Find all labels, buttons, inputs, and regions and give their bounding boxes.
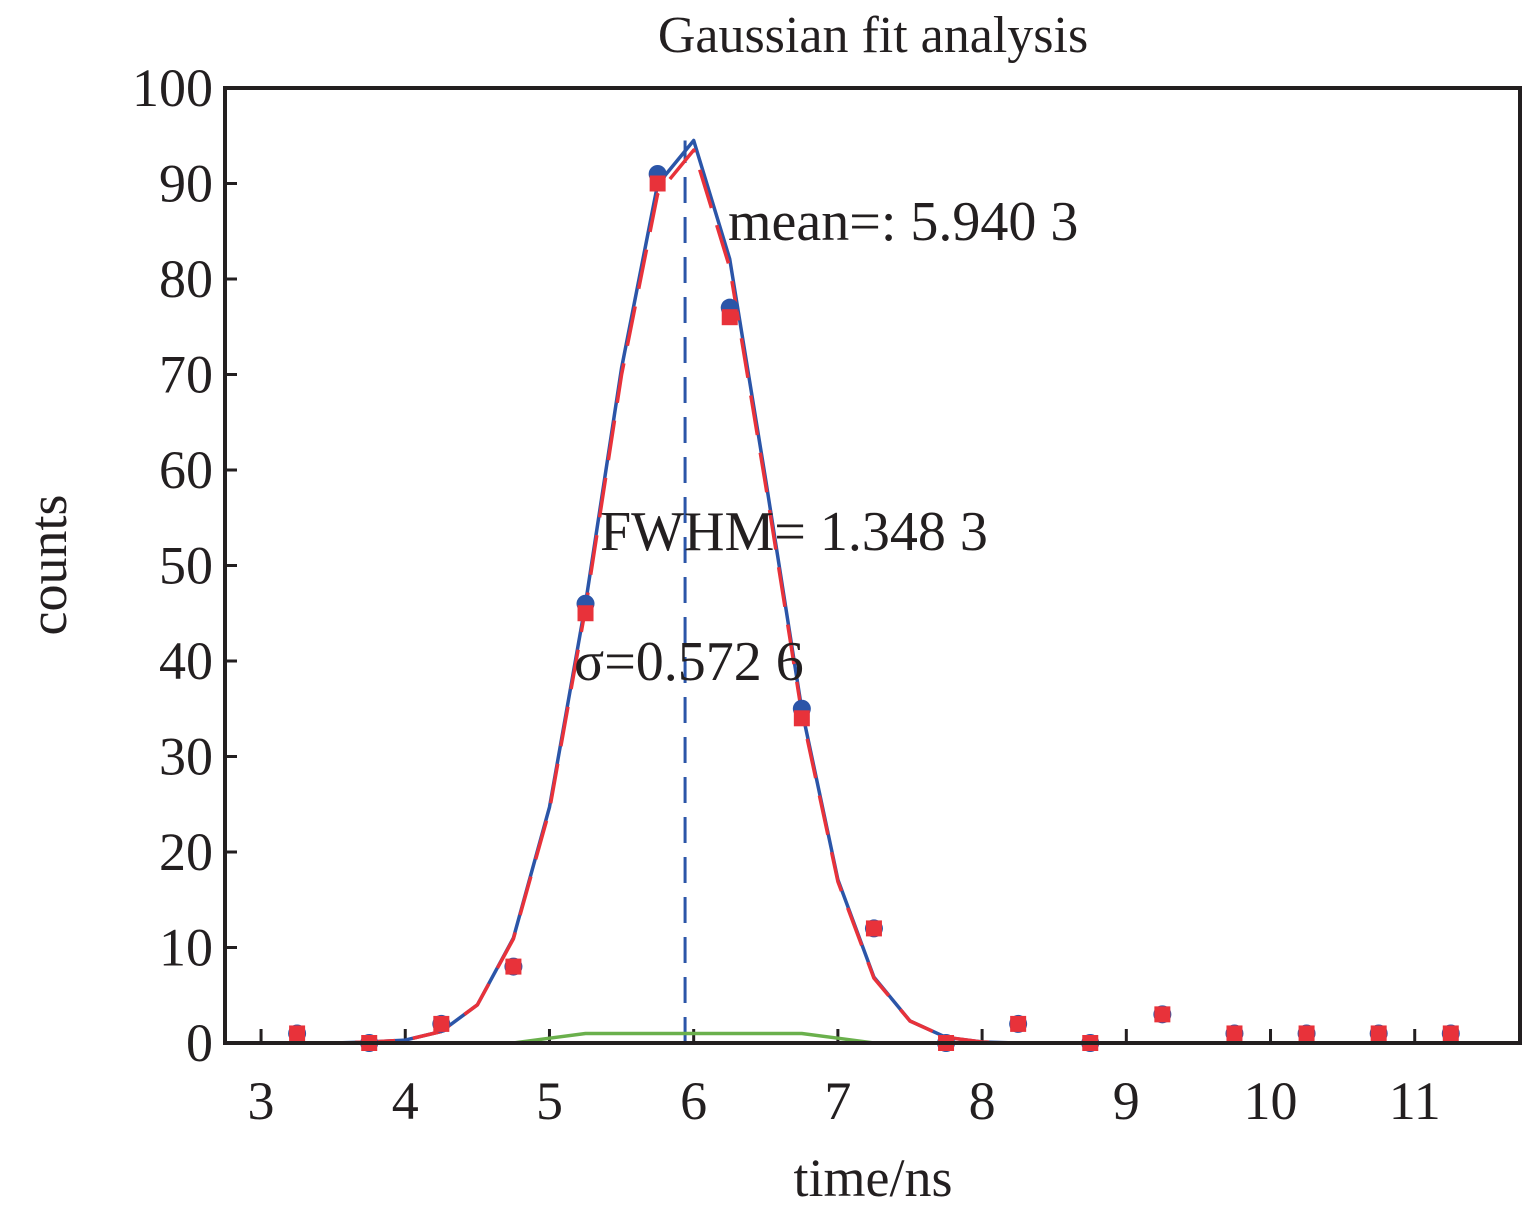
data-point [505, 958, 522, 975]
y-tick-label: 10 [159, 918, 213, 978]
annotation: mean=: 5.940 3 [728, 191, 1078, 253]
y-tick-label: 20 [159, 822, 213, 882]
y-tick-label: 70 [159, 345, 213, 405]
data-point [793, 710, 810, 727]
x-axis-label: time/ns [794, 1148, 953, 1208]
fit-curve [297, 148, 1451, 1045]
y-tick-label: 80 [159, 249, 213, 309]
y-tick-label: 0 [186, 1013, 213, 1073]
data-point [649, 175, 666, 192]
plot-frame [223, 86, 1522, 1045]
annotation: FWHM= 1.348 3 [600, 501, 988, 563]
data-point [1298, 1025, 1315, 1042]
data-point [289, 1025, 306, 1042]
y-tick-label: 90 [159, 154, 213, 214]
data-point [1442, 1025, 1459, 1042]
x-tick-label: 5 [536, 1071, 563, 1131]
x-tick-label: 6 [680, 1071, 707, 1131]
data-point [1226, 1025, 1243, 1042]
x-tick-label: 8 [969, 1071, 996, 1131]
x-tick-label: 7 [824, 1071, 851, 1131]
data-point [865, 920, 882, 937]
data-point [1154, 1006, 1171, 1023]
y-tick-label: 50 [159, 536, 213, 596]
data-point [721, 309, 738, 326]
x-tick-label: 10 [1244, 1071, 1298, 1131]
y-tick-label: 60 [159, 440, 213, 500]
y-tick-label: 30 [159, 727, 213, 787]
data-point [433, 1015, 450, 1032]
x-tick-label: 4 [392, 1071, 419, 1131]
y-tick-label: 40 [159, 631, 213, 691]
fit-curve [297, 138, 1451, 1045]
data-point [1010, 1015, 1027, 1032]
data-point [577, 605, 594, 622]
y-axis-label: counts [18, 495, 78, 636]
chart-title: Gaussian fit analysis [658, 7, 1088, 64]
x-tick-label: 11 [1389, 1071, 1441, 1131]
x-tick-label: 9 [1113, 1071, 1140, 1131]
annotation: σ=0.572 6 [574, 631, 804, 693]
x-tick-label: 3 [248, 1071, 275, 1131]
data-point [1370, 1025, 1387, 1042]
y-tick-label: 100 [132, 58, 213, 118]
